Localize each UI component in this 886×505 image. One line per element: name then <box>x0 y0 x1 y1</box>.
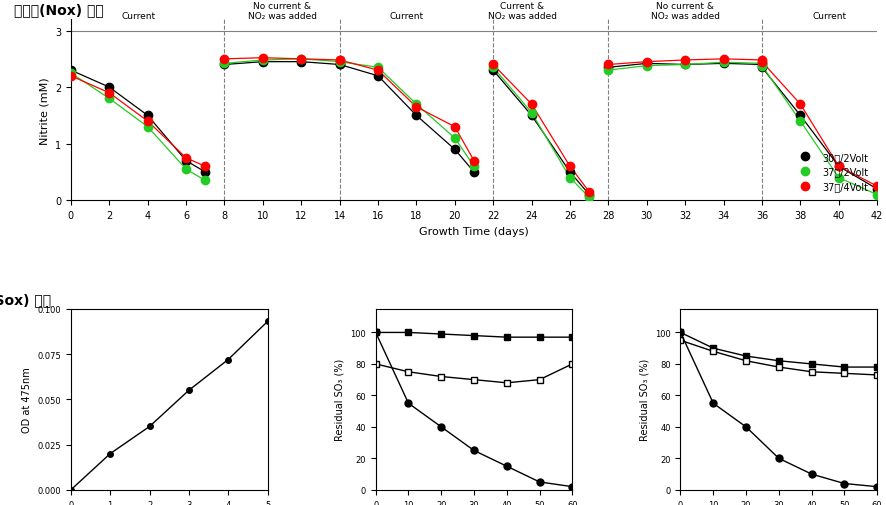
Y-axis label: Nitrite (mM): Nitrite (mM) <box>39 77 50 144</box>
Text: Current: Current <box>812 12 846 21</box>
Legend: 30도/2Volt, 37도/2Volt, 37도/4Volt: 30도/2Volt, 37도/2Volt, 37도/4Volt <box>791 148 873 196</box>
Text: No current &
NO₂ was added: No current & NO₂ was added <box>247 2 316 21</box>
Text: 황산염(Sox) 제거: 황산염(Sox) 제거 <box>0 293 51 307</box>
Text: Current: Current <box>390 12 424 21</box>
X-axis label: Growth Time (days): Growth Time (days) <box>419 226 529 236</box>
Text: Current &
NO₂ was added: Current & NO₂ was added <box>487 2 556 21</box>
Y-axis label: Residual SO₃ (%): Residual SO₃ (%) <box>335 359 345 440</box>
Text: 질산염(Nox) 제거: 질산염(Nox) 제거 <box>14 4 105 18</box>
Text: Current: Current <box>121 12 155 21</box>
Y-axis label: OD at 475nm: OD at 475nm <box>22 367 32 432</box>
Text: No current &
NO₂ was added: No current & NO₂ was added <box>650 2 719 21</box>
Y-axis label: Residual SO₃ (%): Residual SO₃ (%) <box>640 359 649 440</box>
